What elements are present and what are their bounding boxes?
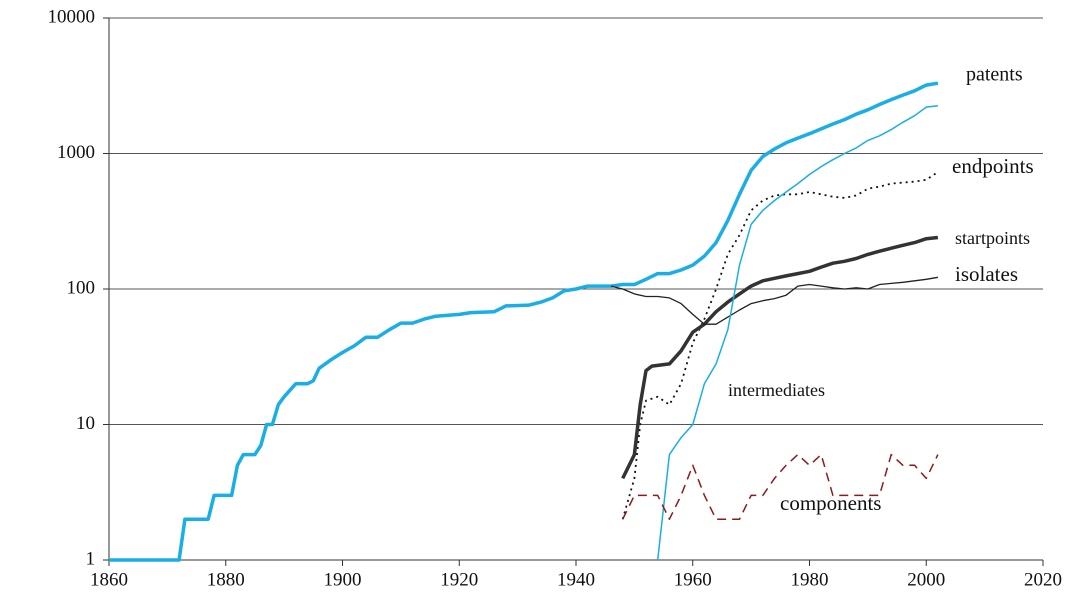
x-tick-label: 1960 xyxy=(674,569,712,590)
series-line xyxy=(622,453,939,520)
x-tick-label: 1900 xyxy=(324,569,362,590)
y-tick-label: 100 xyxy=(67,277,96,298)
series-label: patents xyxy=(966,64,1023,86)
x-tick-label: 1980 xyxy=(791,569,829,590)
x-tick-label: 2000 xyxy=(907,569,945,590)
y-tick-label: 1000 xyxy=(57,142,95,163)
series-line xyxy=(621,171,939,520)
series-line xyxy=(621,235,939,480)
y-tick-label: 1 xyxy=(86,548,96,569)
series-label: endpoints xyxy=(952,154,1034,178)
series-line xyxy=(656,105,938,561)
series-label: isolates xyxy=(955,262,1018,286)
x-tick-label: 1920 xyxy=(440,569,478,590)
x-tick-label: 1940 xyxy=(557,569,595,590)
series-label: components xyxy=(780,491,881,515)
series-label: intermediates xyxy=(728,380,825,400)
y-tick-label: 10000 xyxy=(48,6,96,27)
series-line xyxy=(109,81,939,562)
series-line xyxy=(610,276,939,325)
y-tick-label: 10 xyxy=(76,413,95,434)
x-tick-label: 1860 xyxy=(90,569,128,590)
x-tick-label: 1880 xyxy=(207,569,245,590)
series-label: startpoints xyxy=(955,228,1030,248)
x-tick-label: 2020 xyxy=(1024,569,1062,590)
